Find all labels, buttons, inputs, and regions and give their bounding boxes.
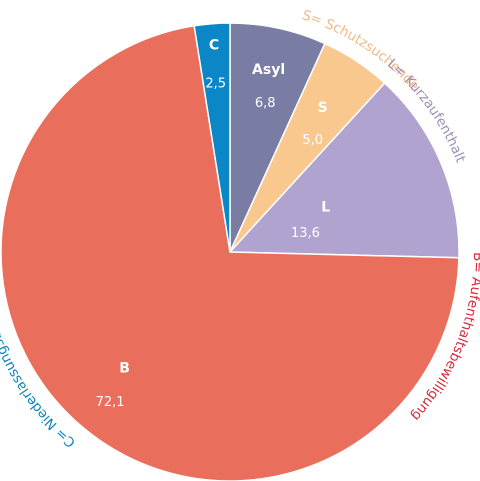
slice-code-label-l: L <box>321 199 330 215</box>
slices-layer <box>0 22 460 481</box>
slice-code-label-c: C <box>209 38 219 54</box>
slice-value-label-b: 72,1 <box>96 395 125 410</box>
slice-value-label-asyl: 6,8 <box>255 96 276 111</box>
pie-slice-c <box>193 22 231 253</box>
slice-code-label-b: B <box>119 360 130 376</box>
pie-slice-b <box>0 24 460 481</box>
labels-layer: Asyl 6,8 S 5,0 L13,6 B 72,1 C 2,5 <box>96 38 331 410</box>
slice-value-label-s: 5,0 <box>302 133 323 148</box>
slice-value-label-l: 13,6 <box>291 226 320 241</box>
slice-code-label-asyl: Asyl <box>252 62 285 78</box>
pie-slice-l <box>228 82 460 259</box>
slice-code-label-s: S <box>318 100 328 116</box>
slice-value-label-c: 2,5 <box>205 77 226 92</box>
